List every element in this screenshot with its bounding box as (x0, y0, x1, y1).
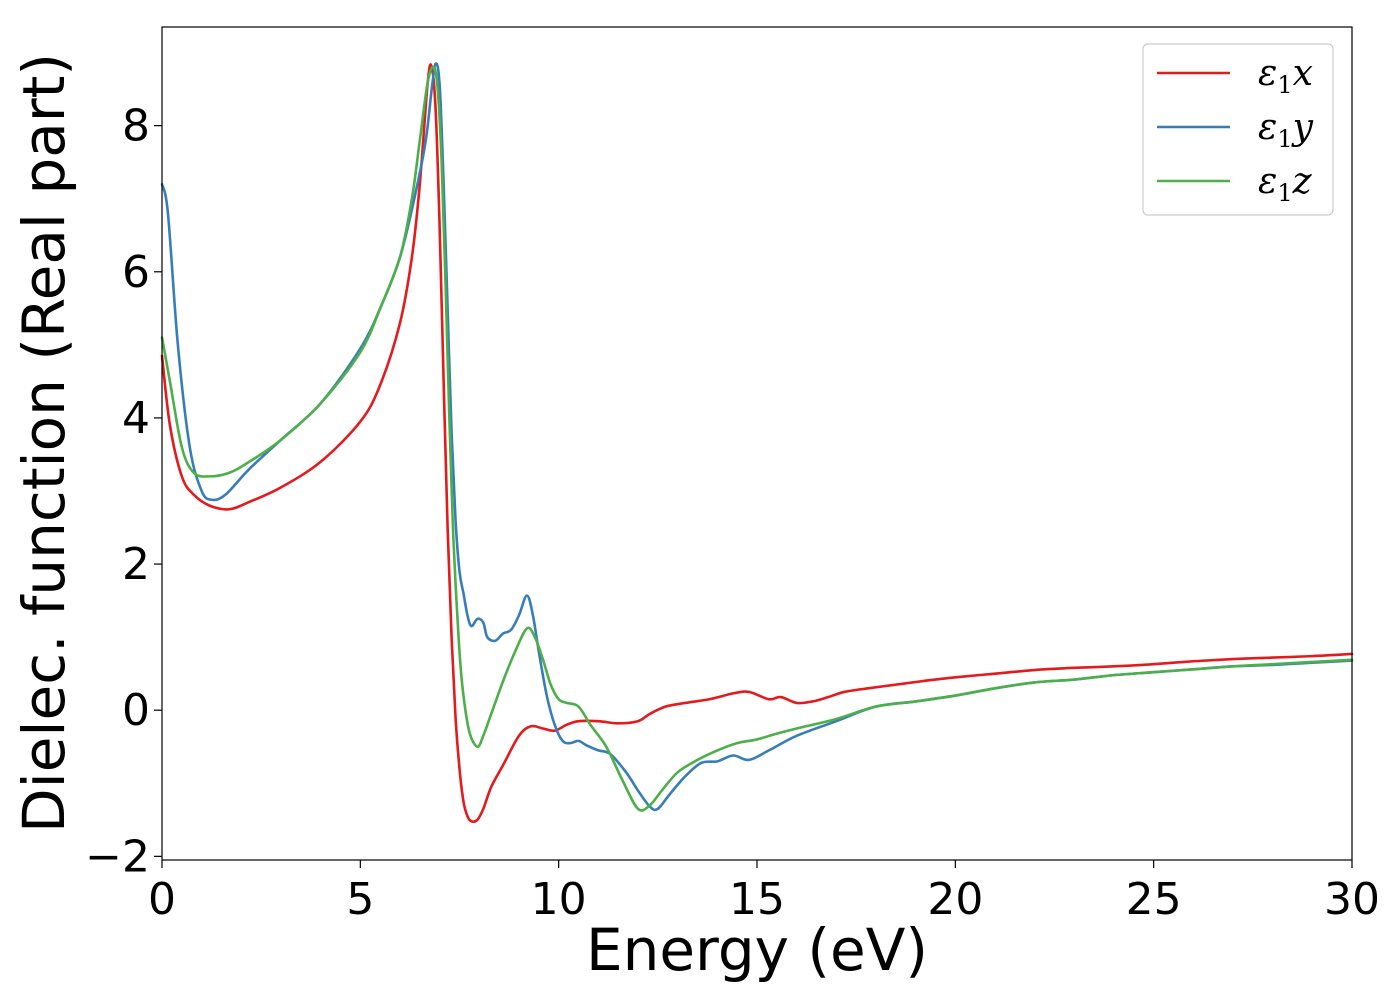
legend-frame (1142, 43, 1334, 216)
x-axis-ticks: 0 5 10 15 20 25 30 (148, 860, 1380, 925)
legend-label-x: ε1x (1258, 53, 1313, 99)
y-axis-ticks: −2 0 2 4 6 8 (85, 101, 162, 882)
y-tick-label: −2 (85, 831, 150, 882)
y-tick-label: 2 (122, 539, 150, 590)
legend-label-z: ε1z (1258, 161, 1313, 207)
y-tick-label: 8 (122, 101, 150, 152)
y-tick-label: 0 (122, 685, 150, 736)
x-tick-label: 30 (1324, 874, 1380, 925)
x-tick-label: 10 (531, 874, 587, 925)
x-tick-label: 20 (927, 874, 983, 925)
x-tick-label: 15 (729, 874, 785, 925)
legend: ε1x ε1y ε1z (1142, 43, 1334, 216)
legend-label-y: ε1y (1258, 107, 1314, 153)
series-layer (160, 62, 1354, 823)
y-tick-label: 6 (122, 247, 150, 298)
y-tick-label: 4 (122, 393, 150, 444)
series-line-x (160, 63, 1354, 823)
x-tick-label: 25 (1126, 874, 1182, 925)
x-axis-title: Energy (eV) (586, 916, 928, 984)
x-tick-label: 5 (346, 874, 374, 925)
series-line-z (160, 65, 1354, 812)
y-axis-title: Dielec. function (Real part) (10, 53, 78, 833)
x-tick-label: 0 (148, 874, 176, 925)
